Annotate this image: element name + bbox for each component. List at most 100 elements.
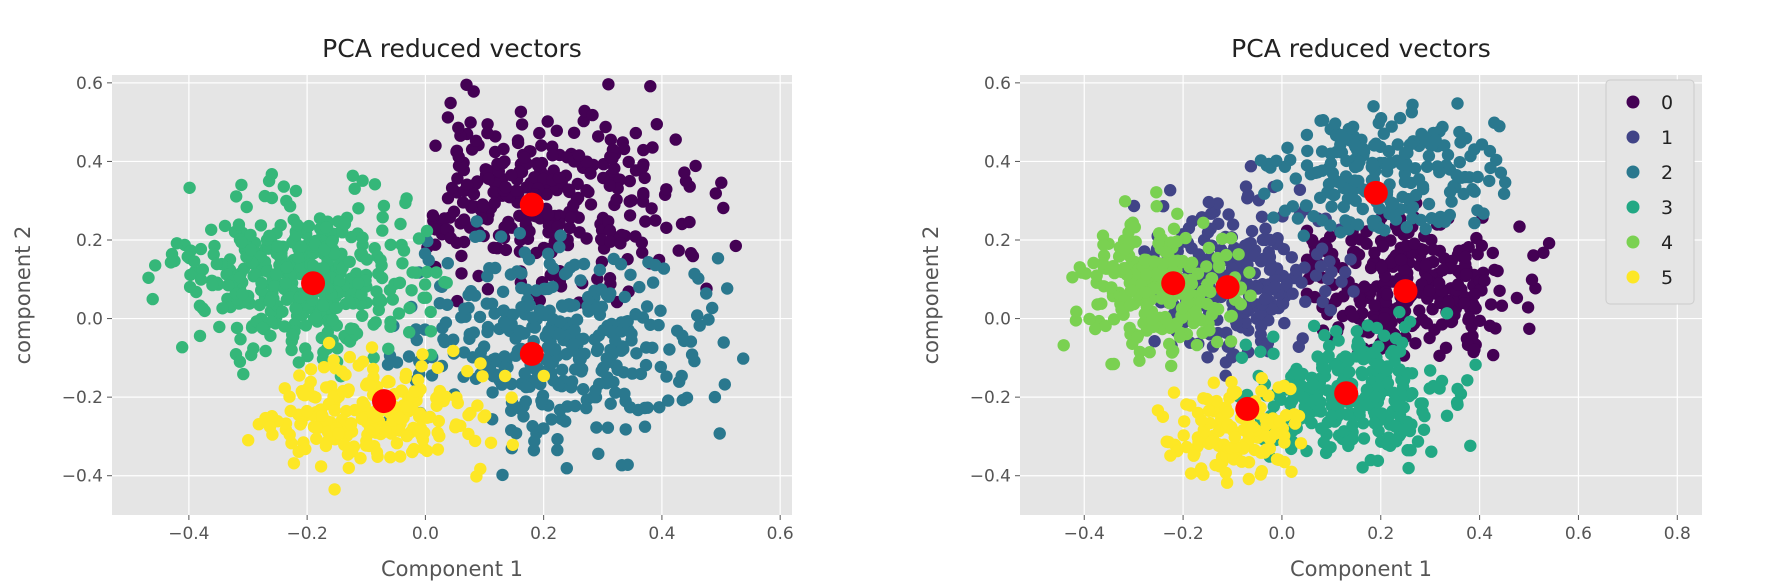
data-point xyxy=(560,462,573,475)
data-point xyxy=(1156,410,1170,423)
data-point xyxy=(1527,249,1540,262)
data-point xyxy=(1542,237,1556,250)
data-point xyxy=(280,261,294,274)
data-point xyxy=(336,384,350,398)
data-point xyxy=(635,236,648,249)
centroid-marker xyxy=(519,192,544,217)
data-point xyxy=(498,350,511,363)
data-point xyxy=(640,300,654,313)
data-point xyxy=(183,280,197,294)
data-point xyxy=(286,328,299,341)
data-point xyxy=(368,178,382,191)
data-point xyxy=(1478,274,1491,287)
data-point xyxy=(1402,461,1415,475)
data-point xyxy=(1180,440,1193,454)
data-point xyxy=(518,367,531,380)
data-point xyxy=(1318,363,1332,376)
data-point xyxy=(412,373,425,387)
data-point xyxy=(230,190,243,203)
data-point xyxy=(354,452,367,465)
data-point xyxy=(1221,406,1235,419)
data-point xyxy=(317,361,331,374)
data-point xyxy=(678,166,691,179)
data-point xyxy=(328,247,341,260)
data-point xyxy=(660,370,673,383)
grid xyxy=(112,75,792,515)
data-point xyxy=(370,409,383,423)
data-point xyxy=(326,313,339,327)
data-point xyxy=(513,324,526,338)
data-point xyxy=(367,318,380,331)
data-point xyxy=(505,391,518,404)
data-point xyxy=(1138,253,1151,266)
data-point xyxy=(639,215,652,228)
legend-marker-0 xyxy=(1626,95,1640,109)
data-point xyxy=(636,161,649,174)
data-point xyxy=(646,341,659,354)
data-point xyxy=(429,139,442,152)
data-point xyxy=(662,394,675,407)
data-point xyxy=(1278,455,1291,469)
data-point xyxy=(1242,472,1256,486)
data-point xyxy=(328,483,341,496)
data-point xyxy=(604,235,617,248)
data-point xyxy=(621,458,634,471)
data-point xyxy=(1241,192,1254,205)
data-point xyxy=(1179,231,1192,245)
data-point xyxy=(552,171,566,184)
data-point xyxy=(505,404,518,417)
data-point xyxy=(263,420,277,434)
data-point xyxy=(1411,435,1425,448)
data-point xyxy=(580,232,593,245)
data-point xyxy=(1521,301,1535,314)
data-point xyxy=(563,221,576,235)
data-point xyxy=(1433,277,1446,290)
data-point xyxy=(1297,391,1310,404)
data-point xyxy=(462,408,475,422)
data-point xyxy=(541,115,554,128)
data-point xyxy=(338,217,352,231)
data-point xyxy=(606,152,619,165)
data-point xyxy=(1107,313,1121,326)
data-point xyxy=(1268,427,1282,441)
data-point xyxy=(415,360,428,373)
data-point xyxy=(464,116,477,129)
chart-left: −0.4 −0.2 0.0 0.2 0.4 0.6 −0.4 −0.2 0.0 0.2 0.4 0.6… xyxy=(11,34,794,581)
data-point xyxy=(420,444,434,458)
data-point xyxy=(1200,297,1214,311)
data-point xyxy=(234,333,247,346)
data-point xyxy=(299,442,312,456)
data-point xyxy=(1083,312,1096,326)
x-tick-label: 0.4 xyxy=(1466,524,1493,544)
data-point xyxy=(618,290,631,304)
data-point xyxy=(437,333,450,346)
data-point xyxy=(528,321,542,334)
scatter-points xyxy=(142,78,750,496)
centroid-marker xyxy=(1334,381,1359,406)
data-point xyxy=(515,281,528,295)
data-point xyxy=(660,221,673,234)
data-point xyxy=(271,240,284,253)
data-point xyxy=(1435,318,1449,331)
data-point xyxy=(1234,298,1248,311)
data-point xyxy=(1475,239,1489,252)
data-point xyxy=(636,246,649,259)
data-point xyxy=(514,105,528,119)
centroid-marker xyxy=(372,389,396,414)
data-point xyxy=(1278,436,1291,449)
data-point xyxy=(1316,295,1329,309)
data-point xyxy=(384,320,397,333)
data-point xyxy=(382,342,395,355)
data-point xyxy=(672,244,685,257)
data-point xyxy=(400,429,414,443)
data-point xyxy=(1431,160,1444,173)
data-point xyxy=(693,319,706,332)
data-point xyxy=(1462,311,1476,324)
data-point xyxy=(551,433,564,446)
data-point xyxy=(408,385,421,398)
data-point xyxy=(1385,120,1398,133)
data-point xyxy=(509,427,523,440)
data-point xyxy=(1202,195,1216,209)
data-point xyxy=(472,269,485,283)
data-point xyxy=(567,199,580,212)
